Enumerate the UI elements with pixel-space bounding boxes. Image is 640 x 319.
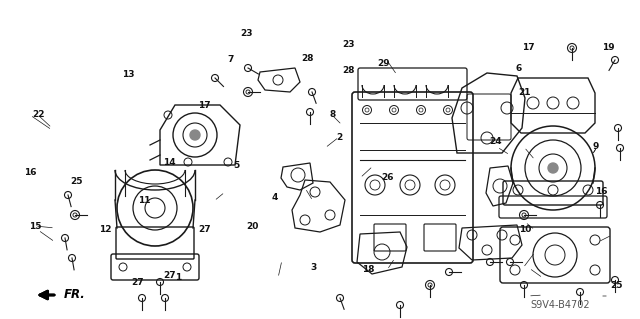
Text: 23: 23 [240,29,253,38]
FancyArrowPatch shape [40,291,54,299]
Text: 17: 17 [522,43,534,52]
Text: 25: 25 [70,177,83,186]
Text: 28: 28 [301,54,314,63]
Text: 16: 16 [595,187,608,196]
Text: 20: 20 [246,222,259,231]
Text: 17: 17 [198,101,211,110]
Text: 7: 7 [227,55,234,63]
Text: 11: 11 [138,197,150,205]
Text: 1: 1 [175,273,181,282]
Text: 14: 14 [163,158,176,167]
Text: 26: 26 [381,173,394,182]
Circle shape [190,130,200,140]
Text: 23: 23 [342,40,355,48]
Text: 10: 10 [518,225,531,234]
Text: 8: 8 [330,110,336,119]
Text: 22: 22 [32,110,45,119]
Text: 18: 18 [362,265,374,274]
Text: 4: 4 [272,193,278,202]
Text: 27: 27 [131,278,144,287]
Text: 3: 3 [310,263,317,272]
Text: 21: 21 [518,88,531,97]
FancyArrowPatch shape [40,291,54,299]
Text: 29: 29 [378,59,390,68]
Text: 5: 5 [234,161,240,170]
Text: 27: 27 [163,271,176,280]
Text: 28: 28 [342,66,355,75]
Text: 16: 16 [24,168,36,177]
Text: 24: 24 [490,137,502,146]
Text: 13: 13 [122,70,134,79]
Text: 25: 25 [610,281,623,290]
Text: 2: 2 [336,133,342,142]
Circle shape [548,163,558,173]
Text: 15: 15 [29,222,42,231]
Text: S9V4-B4702: S9V4-B4702 [530,300,589,310]
Text: FR.: FR. [64,288,86,301]
Text: 27: 27 [198,225,211,234]
Text: 12: 12 [99,225,112,234]
Text: 6: 6 [515,64,522,73]
Text: 9: 9 [592,142,598,151]
Text: 19: 19 [602,43,614,52]
